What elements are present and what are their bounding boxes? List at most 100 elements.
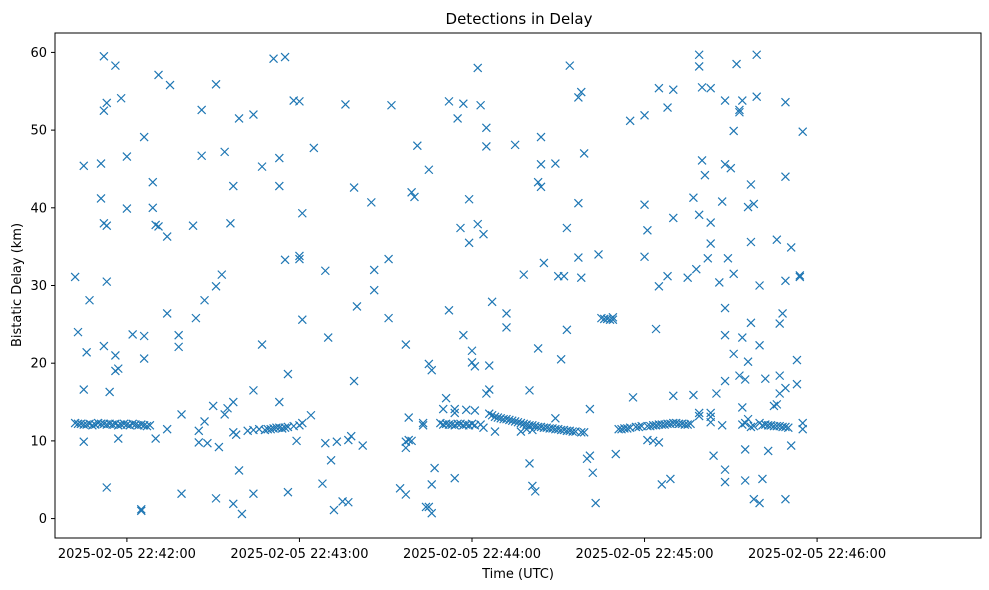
- data-point: [640, 200, 649, 210]
- data-point: [295, 96, 304, 106]
- data-point: [306, 410, 316, 420]
- data-point: [427, 479, 437, 489]
- data-point: [139, 132, 149, 142]
- data-point: [585, 451, 595, 461]
- data-point: [565, 61, 575, 71]
- data-point: [484, 409, 494, 419]
- data-point: [516, 427, 526, 436]
- data-point: [197, 151, 207, 161]
- data-point: [194, 438, 204, 447]
- data-point: [139, 331, 149, 341]
- data-point: [283, 369, 293, 379]
- data-point: [197, 105, 207, 115]
- data-point: [527, 481, 537, 491]
- data-point: [657, 479, 667, 489]
- data-point: [550, 159, 560, 168]
- y-tick-label: 20: [30, 357, 47, 372]
- data-point: [225, 218, 235, 228]
- data-point: [709, 451, 718, 461]
- data-point: [510, 140, 520, 150]
- data-point: [450, 420, 460, 430]
- data-point: [274, 181, 284, 191]
- data-point: [737, 333, 747, 342]
- data-point: [749, 421, 759, 431]
- data-point: [726, 163, 736, 173]
- x-tick-label: 2025-02-05 22:46:00: [748, 547, 886, 562]
- data-point: [427, 365, 437, 375]
- data-point: [412, 141, 422, 151]
- data-point: [663, 103, 672, 113]
- data-point: [772, 399, 782, 409]
- data-point: [481, 142, 491, 151]
- data-point: [257, 162, 267, 172]
- data-point: [237, 509, 247, 519]
- data-point: [706, 218, 716, 227]
- data-point: [697, 82, 707, 92]
- data-point: [706, 239, 716, 248]
- data-point: [493, 413, 503, 423]
- data-point: [277, 424, 287, 433]
- data-point: [453, 419, 463, 429]
- data-point: [622, 424, 632, 433]
- data-point: [729, 269, 739, 279]
- data-point: [781, 276, 790, 286]
- data-point: [438, 404, 448, 414]
- data-point: [211, 79, 221, 89]
- data-point: [464, 238, 474, 248]
- data-point: [735, 105, 744, 115]
- data-point: [781, 383, 790, 393]
- data-point: [113, 434, 123, 443]
- data-point: [188, 221, 198, 231]
- data-point: [568, 427, 578, 436]
- data-point: [200, 295, 209, 305]
- data-point: [295, 251, 304, 261]
- data-point: [755, 340, 764, 350]
- data-point: [96, 159, 106, 168]
- data-point: [688, 390, 698, 400]
- data-point: [737, 403, 747, 412]
- data-point: [502, 414, 511, 424]
- data-point: [712, 389, 721, 398]
- data-point: [654, 281, 664, 291]
- data-point: [177, 410, 186, 419]
- plot-frame: [54, 32, 982, 539]
- data-point: [502, 309, 511, 318]
- x-tick-label: 2025-02-05 22:44:00: [403, 547, 541, 562]
- data-point: [642, 225, 652, 235]
- data-point: [191, 313, 201, 323]
- data-point: [326, 455, 336, 465]
- data-point: [401, 340, 411, 349]
- data-point: [740, 375, 750, 384]
- data-point: [177, 489, 186, 499]
- data-point: [102, 221, 112, 231]
- data-point: [697, 155, 707, 165]
- data-point: [162, 424, 172, 434]
- data-point: [746, 422, 756, 432]
- data-point: [755, 281, 764, 290]
- data-point: [473, 63, 483, 73]
- data-point: [507, 416, 517, 426]
- data-point: [720, 159, 730, 169]
- data-point: [297, 315, 307, 325]
- data-point: [740, 418, 750, 428]
- data-point: [99, 341, 109, 351]
- data-point: [249, 489, 258, 499]
- data-point: [743, 357, 753, 367]
- data-point: [113, 420, 123, 430]
- data-point: [464, 194, 474, 204]
- data-point: [706, 408, 716, 418]
- data-point: [479, 423, 488, 433]
- data-point: [318, 479, 327, 489]
- y-tick-label: 10: [30, 434, 47, 449]
- data-point: [487, 297, 497, 307]
- data-point: [729, 349, 739, 359]
- data-point: [234, 465, 244, 475]
- data-point: [82, 347, 92, 357]
- data-point: [113, 364, 123, 374]
- data-point: [628, 392, 638, 402]
- data-point: [424, 165, 434, 175]
- data-point: [401, 443, 411, 453]
- data-point: [640, 252, 649, 262]
- data-point: [369, 265, 379, 275]
- data-point: [625, 116, 635, 126]
